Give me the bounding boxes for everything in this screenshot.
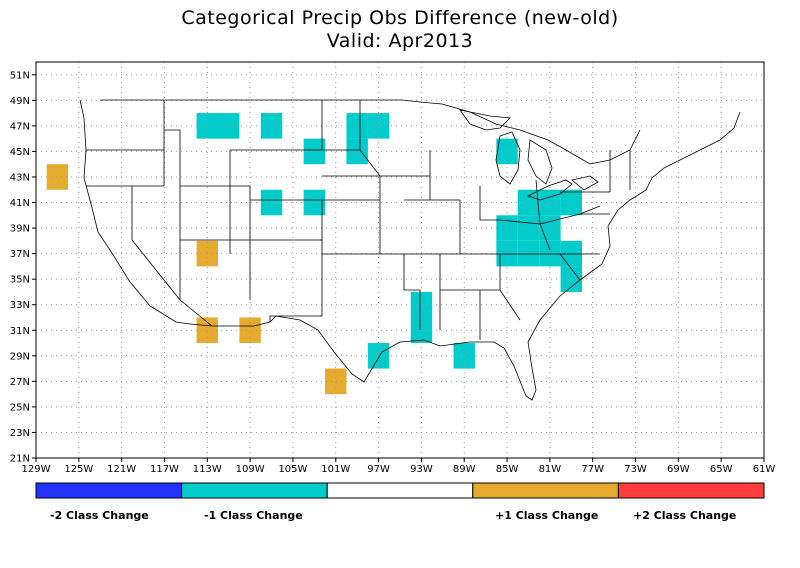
cell-plus1 xyxy=(196,240,218,267)
plot-frame xyxy=(35,61,765,459)
y-tick-label: 41N xyxy=(10,198,30,209)
cell-minus1 xyxy=(367,113,390,139)
legend-label-minus2: -2 Class Change xyxy=(50,509,149,522)
x-tick-label: 77W xyxy=(581,464,604,475)
y-tick-label: 39N xyxy=(10,224,30,235)
cell-minus1 xyxy=(196,113,218,139)
cell-minus1 xyxy=(303,138,326,165)
x-axis-ticks: 129W 125W 121W 117W 113W 109W 105W 101W 97W 93W 89… xyxy=(22,458,776,475)
cell-minus1 xyxy=(218,113,240,139)
cell-minus1 xyxy=(346,113,368,139)
y-tick-label: 49N xyxy=(10,96,30,107)
legend-label-plus2: +2 Class Change xyxy=(633,509,737,522)
y-tick-label: 51N xyxy=(10,70,30,81)
colorbar-minus1 xyxy=(181,482,328,499)
legend-label-plus1: +1 Class Change xyxy=(495,509,599,522)
y-tick-label: 31N xyxy=(10,326,30,337)
colorbar-plus1 xyxy=(472,482,619,499)
x-tick-label: 61W xyxy=(753,464,776,475)
x-tick-label: 89W xyxy=(453,464,476,475)
x-tick-label: 65W xyxy=(710,464,733,475)
y-tick-label: 45N xyxy=(10,147,30,158)
x-tick-label: 109W xyxy=(236,464,265,475)
y-tick-label: 25N xyxy=(10,402,30,413)
x-tick-label: 113W xyxy=(193,464,222,475)
color-bar xyxy=(35,482,765,499)
state-lines xyxy=(86,100,631,340)
y-tick-label: 29N xyxy=(10,351,30,362)
y-tick-label: 37N xyxy=(10,249,30,260)
y-tick-label: 33N xyxy=(10,300,30,311)
y-tick-label: 35N xyxy=(10,275,30,286)
y-axis-ticks: 21N 23N 25N 27N 29N 31N 33N 35N 37N 39N 41N 43N 45N 4… xyxy=(10,70,36,465)
cell-plus1 xyxy=(46,164,69,190)
cell-minus1 xyxy=(496,138,518,165)
cell-minus1 xyxy=(303,189,326,216)
x-tick-label: 117W xyxy=(150,464,179,475)
colorbar-zero xyxy=(326,482,474,499)
map-title: Categorical Precip Obs Difference (new-o… xyxy=(181,7,619,29)
cell-minus1 xyxy=(367,343,390,369)
x-tick-label: 97W xyxy=(367,464,390,475)
x-tick-label: 81W xyxy=(539,464,562,475)
colorbar-plus2 xyxy=(617,482,765,499)
cell-minus1 xyxy=(496,215,518,241)
cell-minus1 xyxy=(346,138,368,165)
state-borders xyxy=(79,99,741,401)
great-lakes xyxy=(459,109,599,201)
x-tick-label: 73W xyxy=(624,464,647,475)
y-tick-label: 21N xyxy=(10,454,30,465)
cell-minus1 xyxy=(539,215,561,241)
map-frame xyxy=(35,61,765,459)
x-tick-label: 121W xyxy=(107,464,136,475)
cell-plus1 xyxy=(196,317,218,344)
cell-plus1 xyxy=(239,317,261,344)
y-tick-label: 43N xyxy=(10,172,30,183)
x-tick-label: 101W xyxy=(321,464,350,475)
x-tick-label: 93W xyxy=(410,464,433,475)
difference-cells xyxy=(46,113,582,395)
cell-minus1 xyxy=(517,215,540,241)
us-outline xyxy=(79,99,741,401)
cell-minus1 xyxy=(517,189,540,216)
x-tick-label: 105W xyxy=(278,464,307,475)
cell-minus1 xyxy=(453,343,475,369)
y-tick-label: 27N xyxy=(10,377,30,388)
x-tick-label: 85W xyxy=(496,464,519,475)
x-tick-label: 129W xyxy=(22,464,51,475)
x-tick-label: 69W xyxy=(667,464,690,475)
y-tick-label: 47N xyxy=(10,121,30,132)
cell-plus1 xyxy=(325,368,347,395)
y-tick-label: 23N xyxy=(10,428,30,439)
legend-label-minus1: -1 Class Change xyxy=(204,509,303,522)
lat-lon-grid xyxy=(36,62,764,458)
colorbar-minus2 xyxy=(35,482,183,499)
map-subtitle: Valid: Apr2013 xyxy=(326,30,474,52)
x-tick-label: 125W xyxy=(64,464,93,475)
